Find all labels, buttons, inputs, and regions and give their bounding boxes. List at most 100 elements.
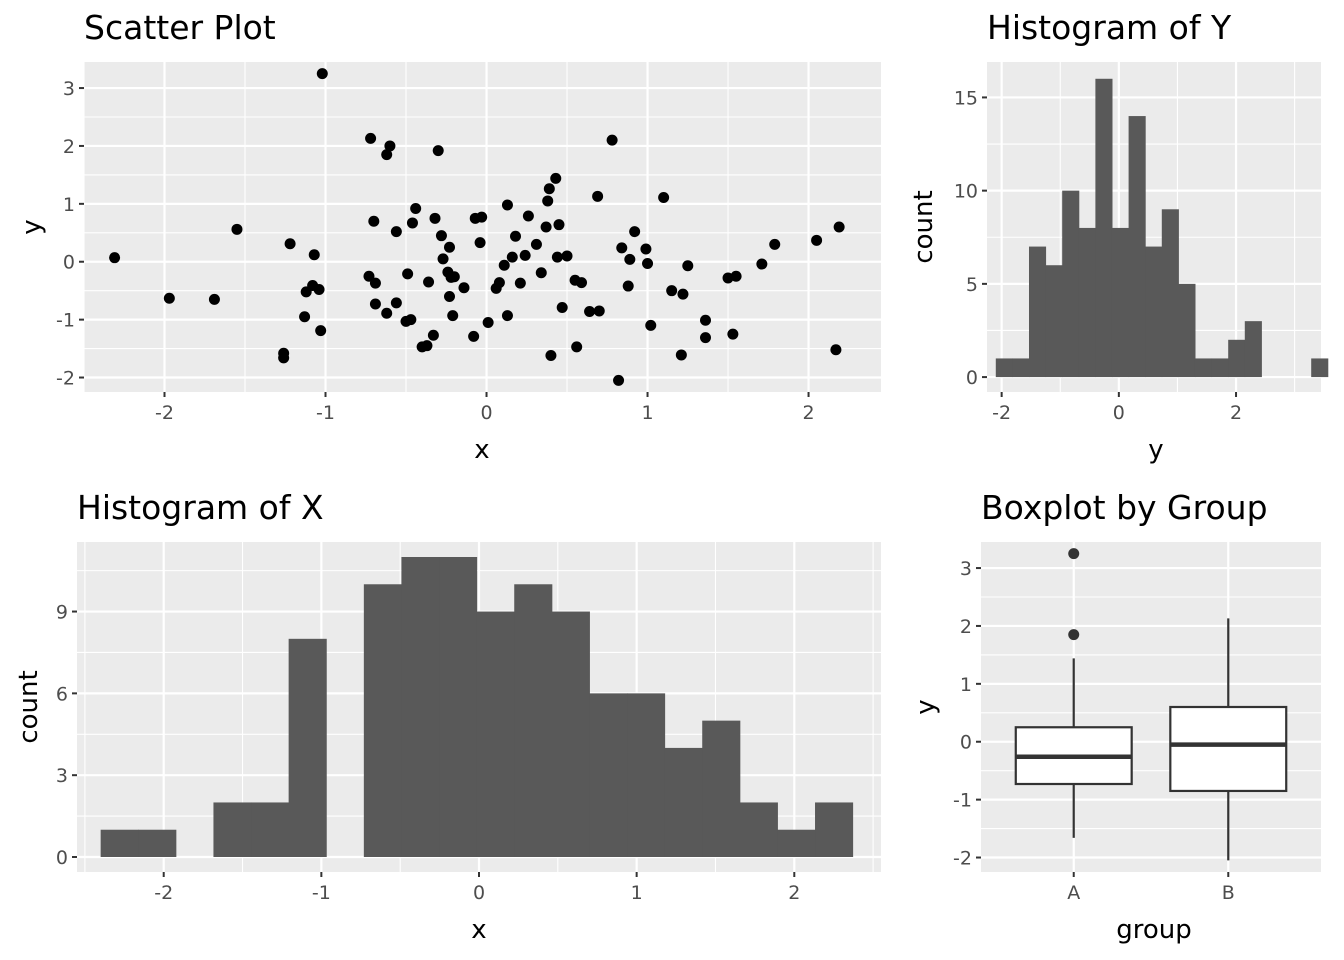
scatter-point [208, 293, 220, 305]
scatter-point [369, 277, 381, 289]
scatter-gridlines [83, 62, 881, 392]
scatter-point [501, 199, 513, 211]
scatter-point [365, 132, 377, 144]
hist-y-x-axis-title: y [1148, 435, 1163, 465]
hist-x-ticks: 0 3 6 9 -2 -1 0 1 2 [56, 602, 800, 904]
scatter-point [163, 292, 175, 304]
scatter-point [561, 250, 573, 262]
hist-y-bars [995, 78, 1329, 378]
scatter-point [448, 271, 460, 283]
scatter-point [666, 285, 678, 297]
scatter-point [447, 310, 459, 322]
x-tick-label: -1 [316, 402, 335, 424]
histogram-bar [1161, 209, 1179, 378]
scatter-point [640, 243, 652, 255]
y-tick-label: 6 [56, 683, 68, 705]
x-tick-label: 0 [473, 882, 485, 904]
box-outlier-point [1068, 629, 1080, 641]
hist-y-y-axis-title: count [909, 190, 939, 263]
scatter-point [506, 251, 518, 263]
scatter-point [514, 277, 526, 289]
scatter-point [405, 314, 417, 326]
scatter-point [421, 340, 433, 352]
scatter-point [642, 257, 654, 269]
scatter-point [406, 217, 418, 229]
y-tick-label: 10 [954, 181, 978, 203]
x-tick-label: 1 [631, 882, 643, 904]
histogram-bar [100, 829, 139, 857]
y-tick-label: 9 [56, 602, 68, 624]
box-iqr [1169, 705, 1288, 793]
histogram-bar [815, 802, 854, 857]
x-tick-label: 2 [788, 882, 800, 904]
scatter-panel: Scatter Plot -2 -1 0 1 2 3 -2 -1 0 1 2 x y [17, 8, 881, 465]
histogram-bar [401, 557, 440, 857]
scatter-point [510, 230, 522, 242]
scatter-point [551, 251, 563, 263]
scatter-point [535, 267, 547, 279]
histogram-bar [664, 747, 703, 857]
y-tick-label: 3 [960, 558, 972, 580]
scatter-point [830, 344, 842, 356]
scatter-point [299, 311, 311, 323]
scatter-point [474, 237, 486, 249]
scatter-point [727, 328, 739, 340]
histogram-bar [1111, 227, 1130, 378]
scatter-points [109, 68, 845, 386]
scatter-point [443, 290, 455, 302]
scatter-point [699, 332, 711, 344]
scatter-point [622, 280, 634, 292]
scatter-point [427, 329, 439, 341]
scatter-point [278, 352, 290, 364]
histogram-bar [1145, 246, 1163, 378]
histogram-bar [251, 802, 290, 857]
histogram-bar [439, 557, 478, 857]
scatter-point [645, 319, 657, 331]
histogram-bar [1128, 116, 1146, 378]
hist-x-title: Histogram of X [77, 488, 324, 527]
scatter-point [368, 215, 380, 227]
y-tick-label: 0 [960, 732, 972, 754]
scatter-plot-area [84, 62, 881, 392]
scatter-point [109, 252, 121, 264]
scatter-point [315, 325, 327, 337]
scatter-point [284, 238, 296, 250]
histogram-bar [1211, 358, 1229, 378]
scatter-point [624, 253, 636, 265]
scatter-point [550, 172, 562, 184]
histogram-bar [589, 693, 628, 857]
scatter-point [493, 277, 505, 289]
hist-y-panel: Histogram of Y 0 5 10 15 -2 0 2 y count [909, 8, 1329, 465]
histogram-bar [288, 638, 327, 857]
boxplot-panel: Boxplot by Group -2 -1 0 1 2 3 A B group y [911, 488, 1321, 945]
scatter-point [498, 259, 510, 271]
scatter-point [313, 284, 325, 296]
scatter-point [613, 374, 625, 386]
scatter-point [571, 341, 583, 353]
scatter-point [501, 310, 513, 322]
scatter-point [316, 68, 328, 80]
y-tick-label: 0 [966, 367, 978, 389]
histogram-bar [476, 611, 515, 857]
y-tick-label: 0 [56, 847, 68, 869]
histogram-bar [1045, 265, 1063, 378]
scatter-point [381, 307, 393, 319]
scatter-point [308, 249, 320, 261]
scatter-point [592, 190, 604, 202]
x-tick-label: -2 [154, 882, 173, 904]
x-tick-label: A [1067, 882, 1080, 904]
scatter-point [522, 210, 534, 222]
scatter-point [677, 288, 689, 300]
scatter-point [381, 149, 393, 161]
histogram-bar [739, 802, 778, 857]
y-tick-label: -2 [56, 368, 75, 390]
y-tick-label: -2 [953, 848, 972, 870]
histogram-bar [627, 693, 666, 857]
y-tick-label: 1 [960, 674, 972, 696]
hist-x-x-axis-title: x [471, 915, 486, 945]
x-tick-label: 0 [480, 402, 492, 424]
scatter-point [593, 305, 605, 317]
x-tick-label: -2 [992, 402, 1011, 424]
histogram-bar [1078, 227, 1096, 378]
